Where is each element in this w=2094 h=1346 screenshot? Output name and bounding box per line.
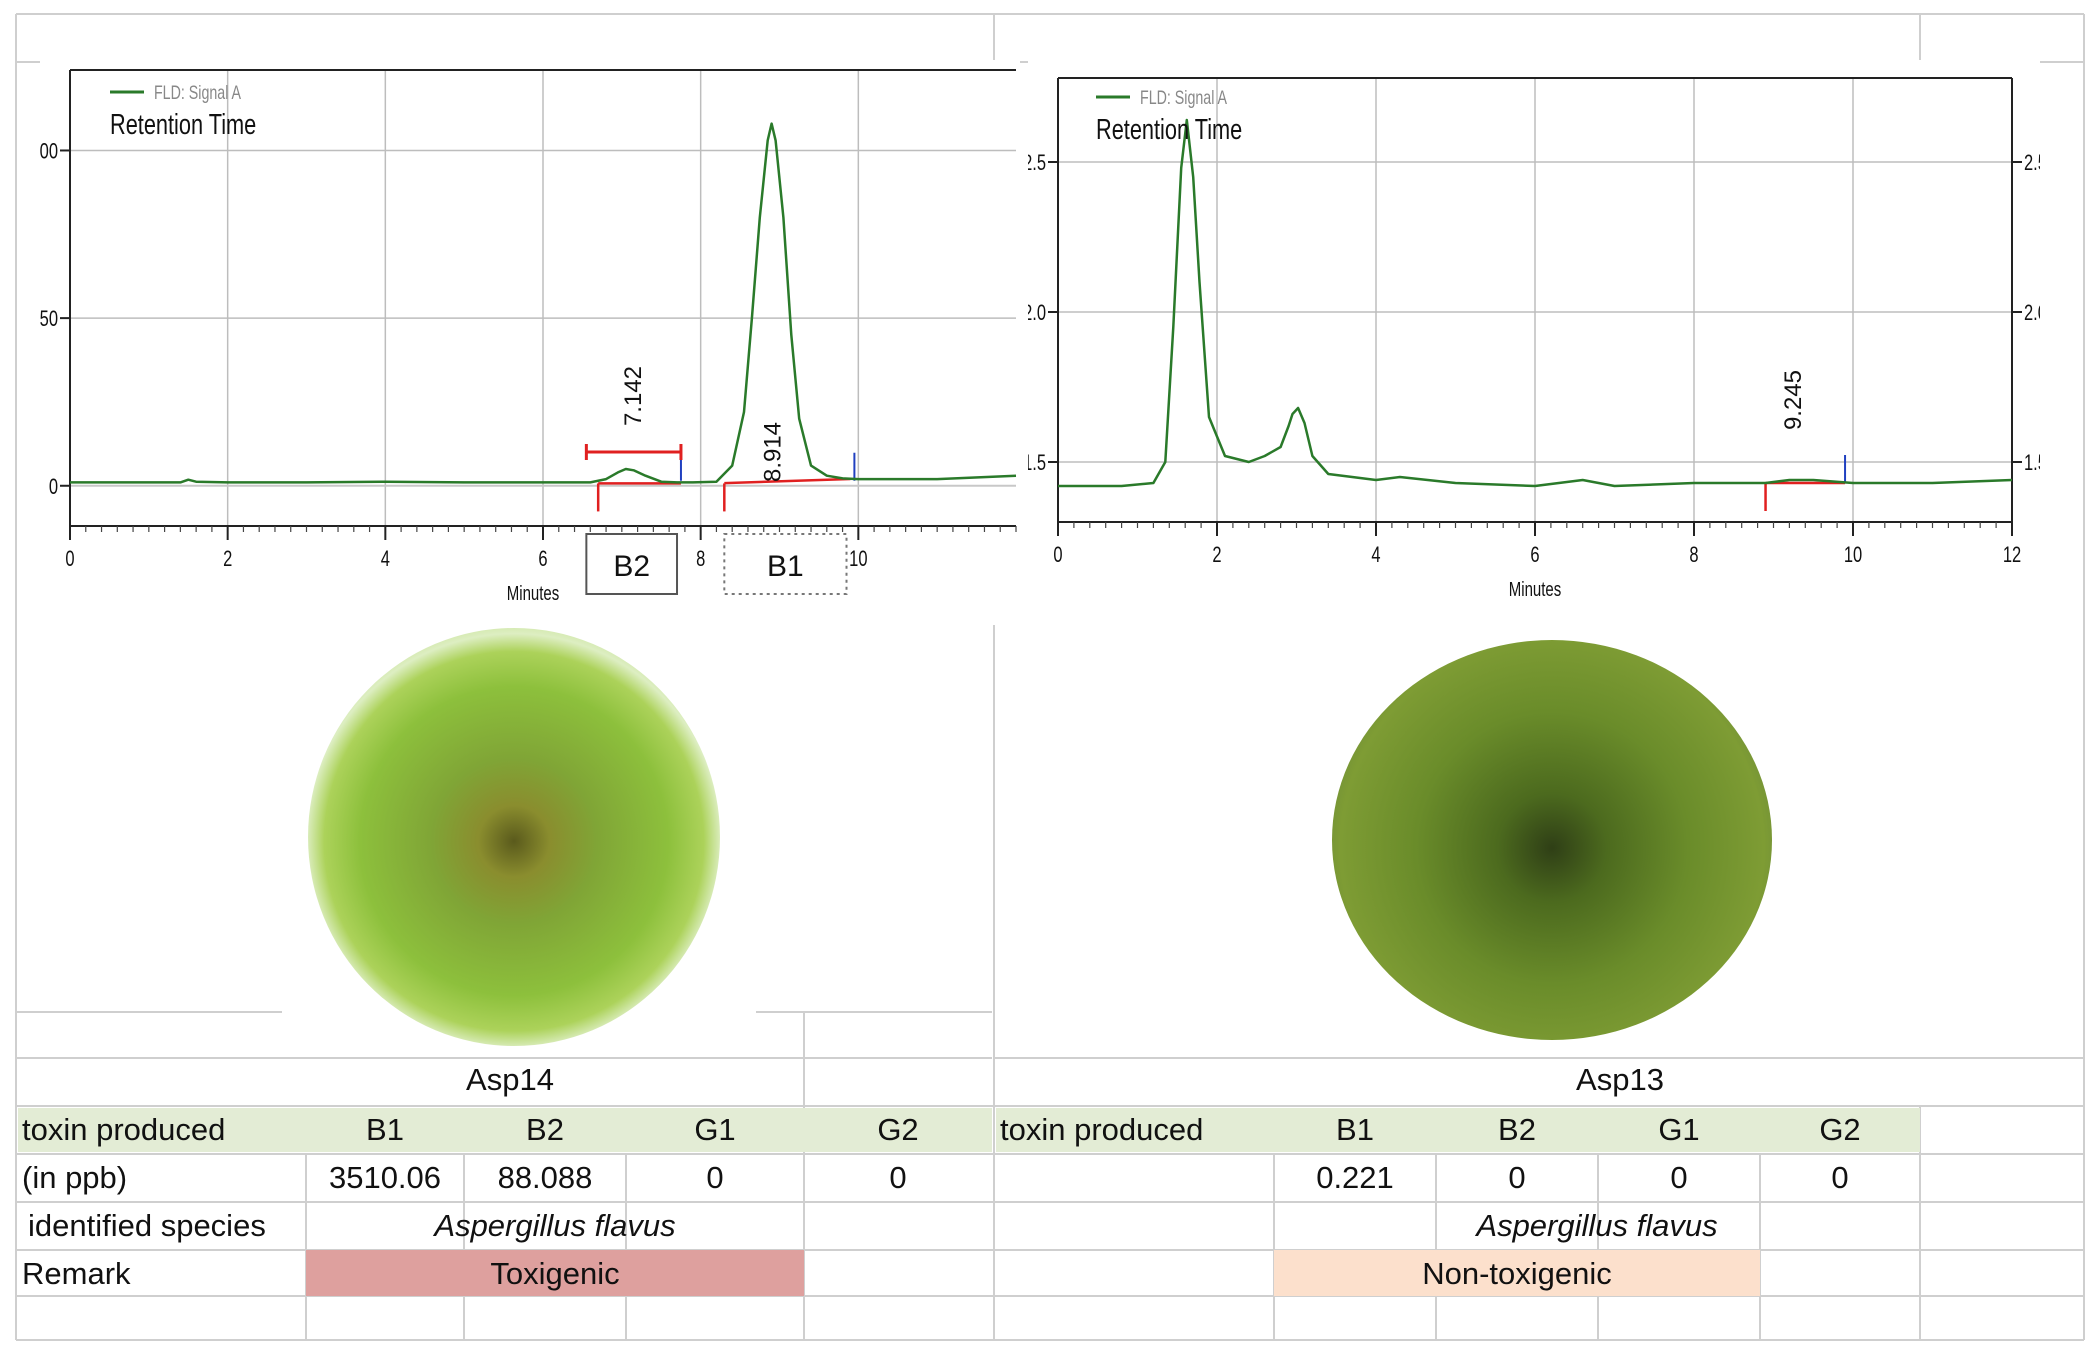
chart-text: 0 2 4 6 8 10 12 1.5 1.5 2.0 2.0 2.5 2.5 FLD: Signal A… — [1028, 87, 2040, 600]
petri-dish-asp14-image — [308, 628, 720, 1046]
x-tick-label: 6 — [538, 547, 547, 572]
toxin-header-g1-left: G1 — [694, 1112, 736, 1147]
petri-dish-asp13-image — [1332, 640, 1772, 1040]
y-tick-label: 100 — [40, 139, 58, 164]
value-b2-left: 88.088 — [497, 1160, 593, 1195]
x-tick-label: 8 — [1689, 543, 1698, 568]
x-tick-label: 4 — [381, 547, 390, 572]
chart-marks — [1058, 118, 2013, 511]
remark-left: Toxigenic — [490, 1256, 620, 1291]
sample-label-asp13: Asp13 — [1576, 1062, 1664, 1097]
peak-retention-label: 7.142 — [620, 366, 647, 426]
peak-id-label: B2 — [613, 550, 650, 583]
x-tick-label: 4 — [1371, 543, 1380, 568]
toxin-header-b1-left: B1 — [366, 1112, 404, 1147]
integration-baseline — [724, 477, 851, 485]
remark-non-toxigenic-bg — [1274, 1250, 1760, 1296]
signal-series-line — [1058, 118, 2013, 488]
toxin-header-g1-right: G1 — [1658, 1112, 1700, 1147]
chart-ticks — [1048, 161, 2022, 536]
x-axis-label: Minutes — [507, 582, 560, 605]
header-row-bg-left — [18, 1108, 992, 1152]
x-tick-label: 0 — [1053, 543, 1062, 568]
peak-id-box — [723, 533, 848, 595]
y-tick-label: 2.0 — [1028, 301, 1046, 326]
x-tick-label: 8 — [696, 547, 705, 572]
value-b1-left: 3510.06 — [328, 1160, 442, 1195]
y-right-tick-label: 2.5 — [2024, 151, 2040, 176]
value-g1-left: 0 — [706, 1160, 724, 1195]
x-tick-label: 2 — [1212, 543, 1221, 568]
y-tick-label: 50 — [40, 307, 58, 332]
signal-series-line — [70, 122, 1017, 484]
value-g1-right: 0 — [1670, 1160, 1688, 1195]
remark-right: Non-toxigenic — [1422, 1256, 1612, 1291]
value-b2-right: 0 — [1508, 1160, 1526, 1195]
peak-id-box — [585, 533, 679, 595]
y-right-tick-label: 2.0 — [2024, 301, 2040, 326]
peak-retention-label: 9.245 — [1780, 370, 1807, 430]
y-right-tick-label: 1.5 — [2024, 451, 2040, 476]
toxin-header-b1-right: B1 — [1336, 1112, 1374, 1147]
chart-title: Retention Time — [1096, 114, 1242, 146]
chart-gridlines — [70, 70, 1016, 526]
toxin-header-b2-right: B2 — [1498, 1112, 1536, 1147]
legend-label: FLD: Signal A — [1140, 87, 1228, 108]
chart-title: Retention Time — [110, 109, 256, 141]
peak-retention-label: 8.914 — [760, 422, 787, 482]
header-row-bg-right — [996, 1108, 1920, 1152]
species-right: Aspergillus flavus — [1476, 1208, 1718, 1243]
peak-id-label: B1 — [767, 550, 804, 583]
chromatogram-asp13: 0 2 4 6 8 10 12 1.5 1.5 2.0 2.0 2.5 2.5 FLD: Signal A… — [1028, 60, 2040, 625]
toxin-header-g2-right: G2 — [1819, 1112, 1861, 1147]
toxin-header-b2-left: B2 — [526, 1112, 564, 1147]
x-tick-label: 10 — [1844, 543, 1863, 568]
x-tick-label: 6 — [1530, 543, 1539, 568]
x-axis-label: Minutes — [1509, 578, 1562, 601]
remark-label: Remark — [22, 1256, 131, 1291]
y-tick-label: 1.5 — [1028, 451, 1046, 476]
unit-label-left: (in ppb) — [22, 1160, 128, 1195]
species-left: Aspergillus flavus — [434, 1208, 676, 1243]
sample-label-asp14: Asp14 — [466, 1062, 554, 1097]
chart-ticks — [60, 149, 1017, 540]
x-tick-label: 12 — [2003, 543, 2021, 568]
y-tick-label: 2.5 — [1028, 151, 1046, 176]
value-g2-left: 0 — [889, 1160, 907, 1195]
toxin-header-g2-left: G2 — [877, 1112, 919, 1147]
chart-gridlines — [1058, 78, 2013, 522]
legend-label: FLD: Signal A — [154, 82, 242, 103]
x-tick-label: 2 — [223, 547, 232, 572]
toxin-produced-label-left: toxin produced — [22, 1112, 226, 1147]
value-b1-right: 0.221 — [1316, 1160, 1394, 1195]
value-g2-right: 0 — [1831, 1160, 1849, 1195]
x-tick-label: 0 — [65, 547, 74, 572]
remark-toxigenic-bg — [306, 1250, 804, 1296]
chart-marks — [70, 122, 1017, 512]
y-tick-label: 0 — [49, 475, 58, 500]
x-tick-label: 10 — [849, 547, 868, 572]
identified-species-label: identified species — [28, 1208, 266, 1243]
toxin-produced-label-right: toxin produced — [1000, 1112, 1204, 1147]
